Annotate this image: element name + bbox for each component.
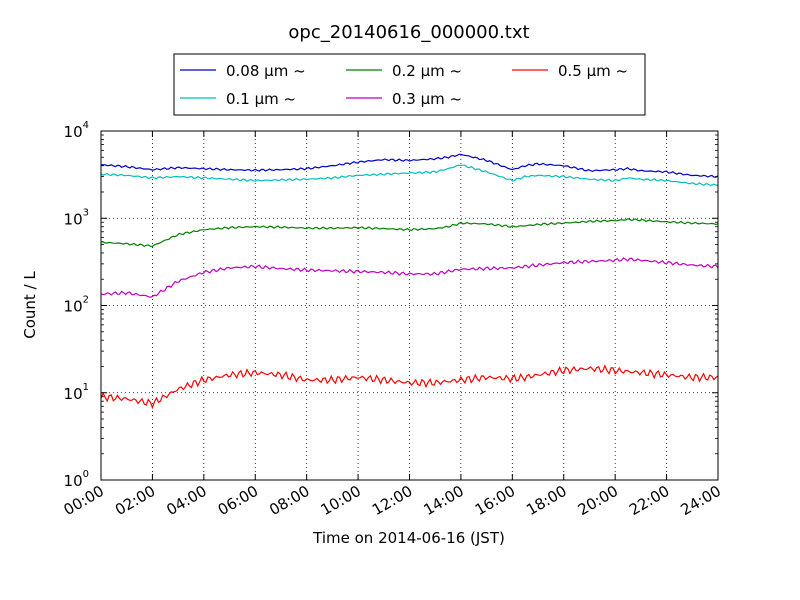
legend-box bbox=[173, 53, 646, 116]
x-tick-label: 04:00 bbox=[163, 482, 209, 519]
x-tick-label: 14:00 bbox=[420, 482, 466, 519]
x-axis-label: Time on 2014-06-16 (JST) bbox=[312, 529, 505, 547]
x-tick-label: 12:00 bbox=[369, 482, 415, 519]
x-tick-label: 20:00 bbox=[575, 482, 621, 519]
y-tick-label: 101 bbox=[64, 382, 89, 403]
x-tick-labels: 00:00 02:00 04:00 06:00 08:00 10:00 12:00 14:00… bbox=[61, 482, 724, 519]
y-tick-labels: 100 101 102 103 104 bbox=[64, 120, 89, 490]
y-tick-label: 102 bbox=[64, 295, 89, 316]
legend-label: 0.08 μm ~ bbox=[226, 62, 306, 80]
x-tick-label: 02:00 bbox=[112, 482, 158, 519]
y-tick-label: 104 bbox=[64, 120, 89, 141]
x-tick-label: 18:00 bbox=[523, 482, 569, 519]
x-tick-label: 22:00 bbox=[626, 482, 672, 519]
series-line bbox=[100, 218, 719, 248]
x-tick-label: 16:00 bbox=[472, 482, 518, 519]
series-line bbox=[100, 257, 719, 298]
legend-label: 0.5 μm ~ bbox=[558, 62, 628, 80]
x-tick-label: 24:00 bbox=[678, 482, 724, 519]
legend-label: 0.1 μm ~ bbox=[226, 90, 296, 108]
tick-layer bbox=[100, 130, 719, 481]
series-line bbox=[100, 364, 719, 410]
x-tick-label: 08:00 bbox=[266, 482, 312, 519]
legend: 0.08 μm ~ 0.1 μm ~ 0.2 μm ~ 0.3 μm ~ 0.5 μm … bbox=[173, 53, 646, 116]
series-line bbox=[100, 164, 719, 187]
chart-title: opc_20140616_000000.txt bbox=[288, 22, 529, 43]
x-tick-label: 06:00 bbox=[215, 482, 261, 519]
y-tick-label: 100 bbox=[64, 469, 89, 490]
y-tick-label: 103 bbox=[64, 207, 89, 228]
legend-label: 0.2 μm ~ bbox=[392, 62, 462, 80]
y-axis-label: Count / L bbox=[21, 271, 39, 339]
grid-layer bbox=[101, 131, 718, 480]
legend-label: 0.3 μm ~ bbox=[392, 90, 462, 108]
series-layer bbox=[100, 153, 719, 410]
series-line bbox=[100, 153, 719, 178]
x-tick-label: 10:00 bbox=[318, 482, 364, 519]
